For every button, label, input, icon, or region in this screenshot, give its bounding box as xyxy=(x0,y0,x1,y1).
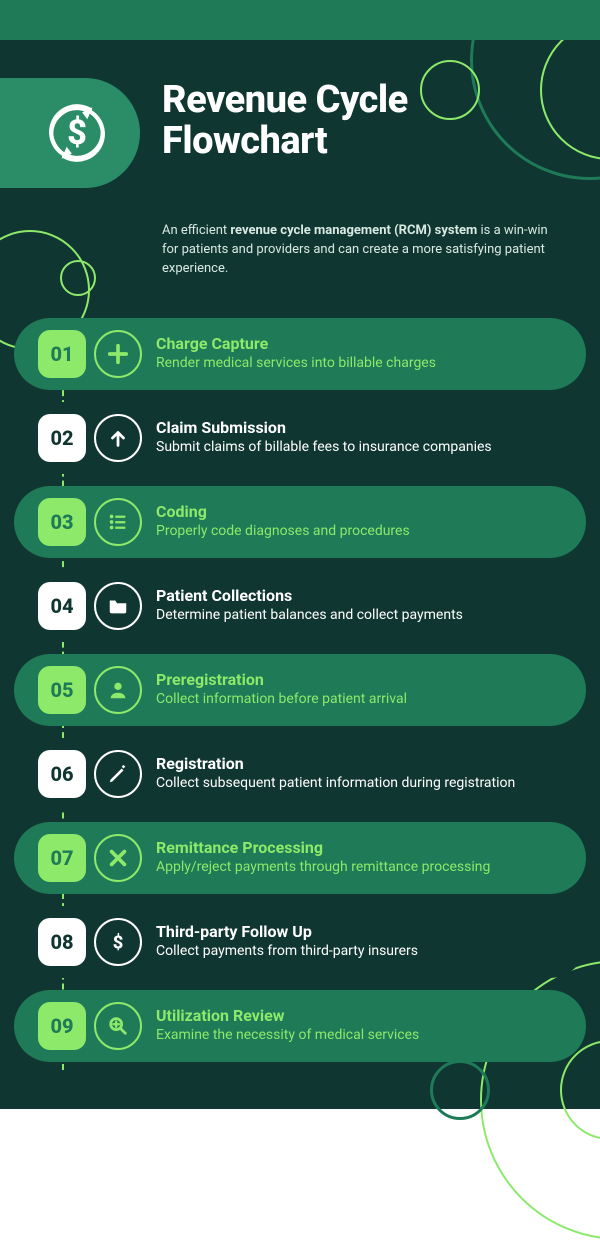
infographic-canvas: $ Revenue CycleFlowchart An efficient rev… xyxy=(0,0,600,1109)
step-row: 08 $ Third-party Follow Up Collect payments… xyxy=(14,906,586,978)
step-number-badge: 03 xyxy=(38,498,86,546)
intro-prefix: An efficient xyxy=(162,223,230,238)
title-line-1: Revenue Cycle xyxy=(162,78,408,122)
step-row: 02 Claim Submission Submit claims of billa… xyxy=(14,402,586,474)
zoom-icon xyxy=(107,1015,129,1037)
step-number-badge: 02 xyxy=(38,414,86,462)
user-icon xyxy=(107,679,129,701)
step-desc: Collect information before patient arriv… xyxy=(156,691,586,709)
step-title: Coding xyxy=(156,503,586,521)
step-title: Claim Submission xyxy=(156,419,586,437)
step-desc: Collect payments from third-party insure… xyxy=(156,943,586,961)
step-number-badge: 04 xyxy=(38,582,86,630)
step-number-badge: 05 xyxy=(38,666,86,714)
step-desc: Determine patient balances and collect p… xyxy=(156,607,586,625)
intro-text: An efficient revenue cycle management (R… xyxy=(162,222,560,279)
steps-list: 01 Charge Capture Render medical services … xyxy=(0,318,600,1074)
page-title: Revenue CycleFlowchart xyxy=(162,80,580,162)
step-icon-badge xyxy=(94,498,142,546)
step-number-badge: 07 xyxy=(38,834,86,882)
step-desc: Examine the necessity of medical service… xyxy=(156,1027,586,1045)
step-icon-badge xyxy=(94,666,142,714)
step-desc: Properly code diagnoses and procedures xyxy=(156,523,586,541)
header-band xyxy=(0,0,600,40)
step-desc: Apply/reject payments through remittance… xyxy=(156,859,586,877)
step-row: 01 Charge Capture Render medical services … xyxy=(14,318,586,390)
step-icon-badge: $ xyxy=(94,918,142,966)
list-icon xyxy=(107,511,129,533)
svg-text:$: $ xyxy=(113,932,124,953)
step-row: 09 Utilization Review Examine the necessit… xyxy=(14,990,586,1062)
step-icon-badge xyxy=(94,750,142,798)
step-icon-badge xyxy=(94,582,142,630)
step-number-badge: 09 xyxy=(38,1002,86,1050)
arrow-up-icon xyxy=(107,427,129,449)
x-icon xyxy=(107,847,129,869)
step-icon-badge xyxy=(94,1002,142,1050)
logo-badge: $ xyxy=(0,78,140,188)
step-row: 03 Coding Properly code diagnoses and proc… xyxy=(14,486,586,558)
pencil-icon xyxy=(107,763,129,785)
step-desc: Render medical services into billable ch… xyxy=(156,355,586,373)
svg-text:$: $ xyxy=(67,113,87,153)
step-number-badge: 06 xyxy=(38,750,86,798)
step-row: 05 Preregistration Collect information bef… xyxy=(14,654,586,726)
step-desc: Submit claims of billable fees to insura… xyxy=(156,439,586,457)
step-row: 07 Remittance Processing Apply/reject paym… xyxy=(14,822,586,894)
step-row: 04 Patient Collections Determine patient b… xyxy=(14,570,586,642)
deco-circle xyxy=(60,260,96,296)
dollar-icon: $ xyxy=(107,931,129,953)
step-row: 06 Registration Collect subsequent patient… xyxy=(14,738,586,810)
step-desc: Collect subsequent patient information d… xyxy=(156,775,586,793)
step-icon-badge xyxy=(94,834,142,882)
step-title: Remittance Processing xyxy=(156,839,586,857)
step-title: Patient Collections xyxy=(156,587,586,605)
intro-bold: revenue cycle management (RCM) system xyxy=(230,223,477,238)
plus-icon xyxy=(107,343,129,365)
title-line-2: Flowchart xyxy=(162,119,327,163)
step-title: Utilization Review xyxy=(156,1007,586,1025)
dollar-cycle-icon: $ xyxy=(34,90,120,176)
folder-icon xyxy=(107,595,129,617)
step-title: Third-party Follow Up xyxy=(156,923,586,941)
step-title: Registration xyxy=(156,755,586,773)
step-title: Charge Capture xyxy=(156,335,586,353)
step-title: Preregistration xyxy=(156,671,586,689)
step-number-badge: 01 xyxy=(38,330,86,378)
step-icon-badge xyxy=(94,330,142,378)
step-icon-badge xyxy=(94,414,142,462)
step-number-badge: 08 xyxy=(38,918,86,966)
